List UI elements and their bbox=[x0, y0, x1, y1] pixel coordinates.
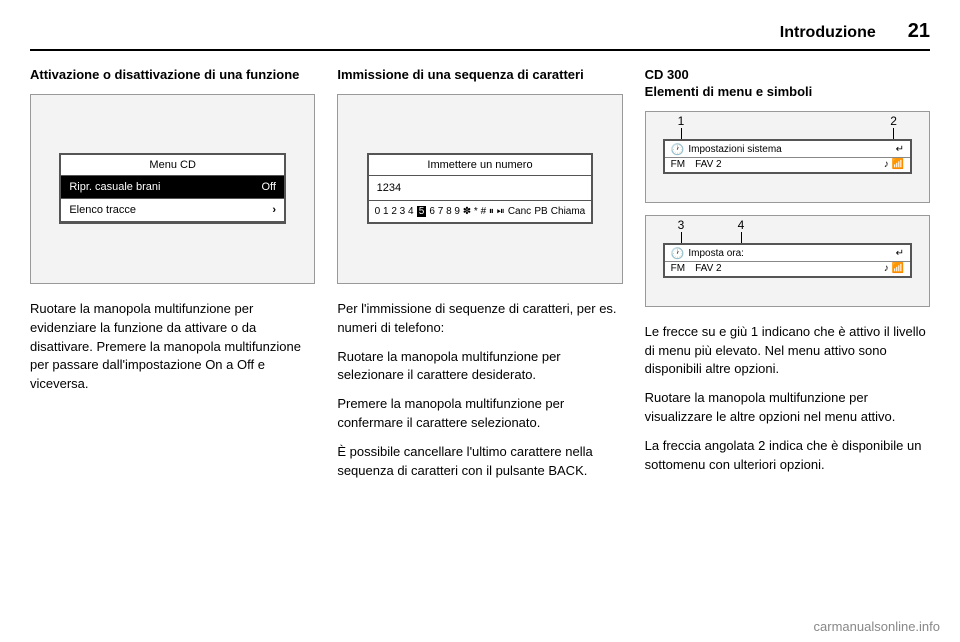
dss2-fav: FAV 2 bbox=[695, 263, 722, 274]
dss1-fav: FAV 2 bbox=[695, 159, 722, 170]
row2-label: Elenco tracce bbox=[69, 204, 136, 216]
screen-row-2: Elenco tracce › bbox=[61, 199, 284, 222]
signal-icon: ♪ 📶 bbox=[884, 263, 904, 274]
column-1: Attivazione o disattivazione di una funz… bbox=[30, 67, 315, 491]
col3-para1: Le frecce su e giù 1 indicano che è atti… bbox=[645, 323, 930, 380]
dss2-bot: FM FAV 2 ♪ 📶 bbox=[665, 261, 910, 276]
keys-canc: Canc bbox=[508, 206, 531, 217]
column-2: Immissione di una sequenza di caratteri … bbox=[337, 67, 622, 491]
dss1-title: Impostazioni sistema bbox=[688, 144, 891, 155]
dss2-fm: FM bbox=[671, 263, 685, 274]
col3-illustration-2: 3 4 🕐 Imposta ora: ↵ FM FAV 2 ♪ 📶 bbox=[645, 215, 930, 307]
callout-1: 1 bbox=[678, 114, 685, 128]
device-screen-small-2: 🕐 Imposta ora: ↵ FM FAV 2 ♪ 📶 bbox=[663, 243, 912, 278]
page-header: Introduzione 21 bbox=[30, 20, 930, 51]
dss2-top: 🕐 Imposta ora: ↵ bbox=[665, 245, 910, 261]
screen2-input-value: 1234 bbox=[369, 176, 592, 201]
dss1-fm: FM bbox=[671, 159, 685, 170]
col2-para4: È possibile cancellare l'ultimo caratter… bbox=[337, 443, 622, 481]
keys-mid: 6 7 8 9 ✽ * # ⏸ ⏯ bbox=[429, 206, 504, 217]
columns: Attivazione o disattivazione di una funz… bbox=[30, 67, 930, 491]
screen2-keys-row: 0 1 2 3 4 5 6 7 8 9 ✽ * # ⏸ ⏯ Canc PB Ch… bbox=[369, 201, 592, 222]
clock-icon: 🕐 bbox=[671, 143, 685, 156]
device-screen-small-1: 🕐 Impostazioni sistema ↵ FM FAV 2 ♪ 📶 bbox=[663, 139, 912, 174]
col3-heading2: Elementi di menu e simboli bbox=[645, 84, 930, 101]
col3-heading1: CD 300 bbox=[645, 67, 930, 84]
screen2-title: Immettere un numero bbox=[369, 155, 592, 176]
col1-illustration: Menu CD Ripr. casuale brani Off Elenco t… bbox=[30, 94, 315, 284]
signal-icon: ♪ 📶 bbox=[884, 159, 904, 170]
col2-para1: Per l'immissione di sequenze di caratter… bbox=[337, 300, 622, 338]
col2-para2: Ruotare la manopola multifunzione per se… bbox=[337, 348, 622, 386]
col3-illustration-1: 1 2 🕐 Impostazioni sistema ↵ FM FAV 2 ♪ … bbox=[645, 111, 930, 203]
dss2-title: Imposta ora: bbox=[688, 248, 891, 259]
clock-icon: 🕐 bbox=[671, 247, 685, 260]
screen-title: Menu CD bbox=[61, 155, 284, 176]
callout-4: 4 bbox=[738, 218, 745, 232]
keys-left: 0 1 2 3 4 bbox=[375, 206, 414, 217]
col2-illustration: Immettere un numero 1234 0 1 2 3 4 5 6 7… bbox=[337, 94, 622, 284]
selected-row-label: Ripr. casuale brani bbox=[69, 181, 160, 193]
dss1-bot: FM FAV 2 ♪ 📶 bbox=[665, 157, 910, 172]
selected-row-value: Off bbox=[262, 181, 276, 193]
watermark: carmanualsonline.info bbox=[814, 619, 940, 634]
col2-para3: Premere la manopola multifunzione per co… bbox=[337, 395, 622, 433]
return-icon: ↵ bbox=[896, 248, 904, 259]
col3-para3: La freccia angolata 2 indica che è dispo… bbox=[645, 437, 930, 475]
dss1-top: 🕐 Impostazioni sistema ↵ bbox=[665, 141, 910, 157]
header-title: Introduzione bbox=[780, 24, 876, 42]
device-screen-menu-cd: Menu CD Ripr. casuale brani Off Elenco t… bbox=[59, 153, 286, 224]
col1-heading: Attivazione o disattivazione di una funz… bbox=[30, 67, 315, 84]
column-3: CD 300 Elementi di menu e simboli 1 2 🕐 … bbox=[645, 67, 930, 491]
device-screen-input: Immettere un numero 1234 0 1 2 3 4 5 6 7… bbox=[367, 153, 594, 224]
screen-selected-row: Ripr. casuale brani Off bbox=[61, 176, 284, 199]
callout-3: 3 bbox=[678, 218, 685, 232]
header-page-number: 21 bbox=[908, 20, 930, 43]
keys-chiama: Chiama bbox=[551, 206, 585, 217]
col3-para2: Ruotare la manopola multifunzione per vi… bbox=[645, 389, 930, 427]
keys-highlight: 5 bbox=[417, 206, 427, 217]
page: Introduzione 21 Attivazione o disattivaz… bbox=[0, 0, 960, 642]
return-icon: ↵ bbox=[896, 144, 904, 155]
chevron-right-icon: › bbox=[272, 204, 276, 216]
col1-paragraph: Ruotare la manopola multifunzione per ev… bbox=[30, 300, 315, 394]
keys-pb: PB bbox=[534, 206, 547, 217]
callout-2: 2 bbox=[890, 114, 897, 128]
col2-heading: Immissione di una sequenza di caratteri bbox=[337, 67, 622, 84]
